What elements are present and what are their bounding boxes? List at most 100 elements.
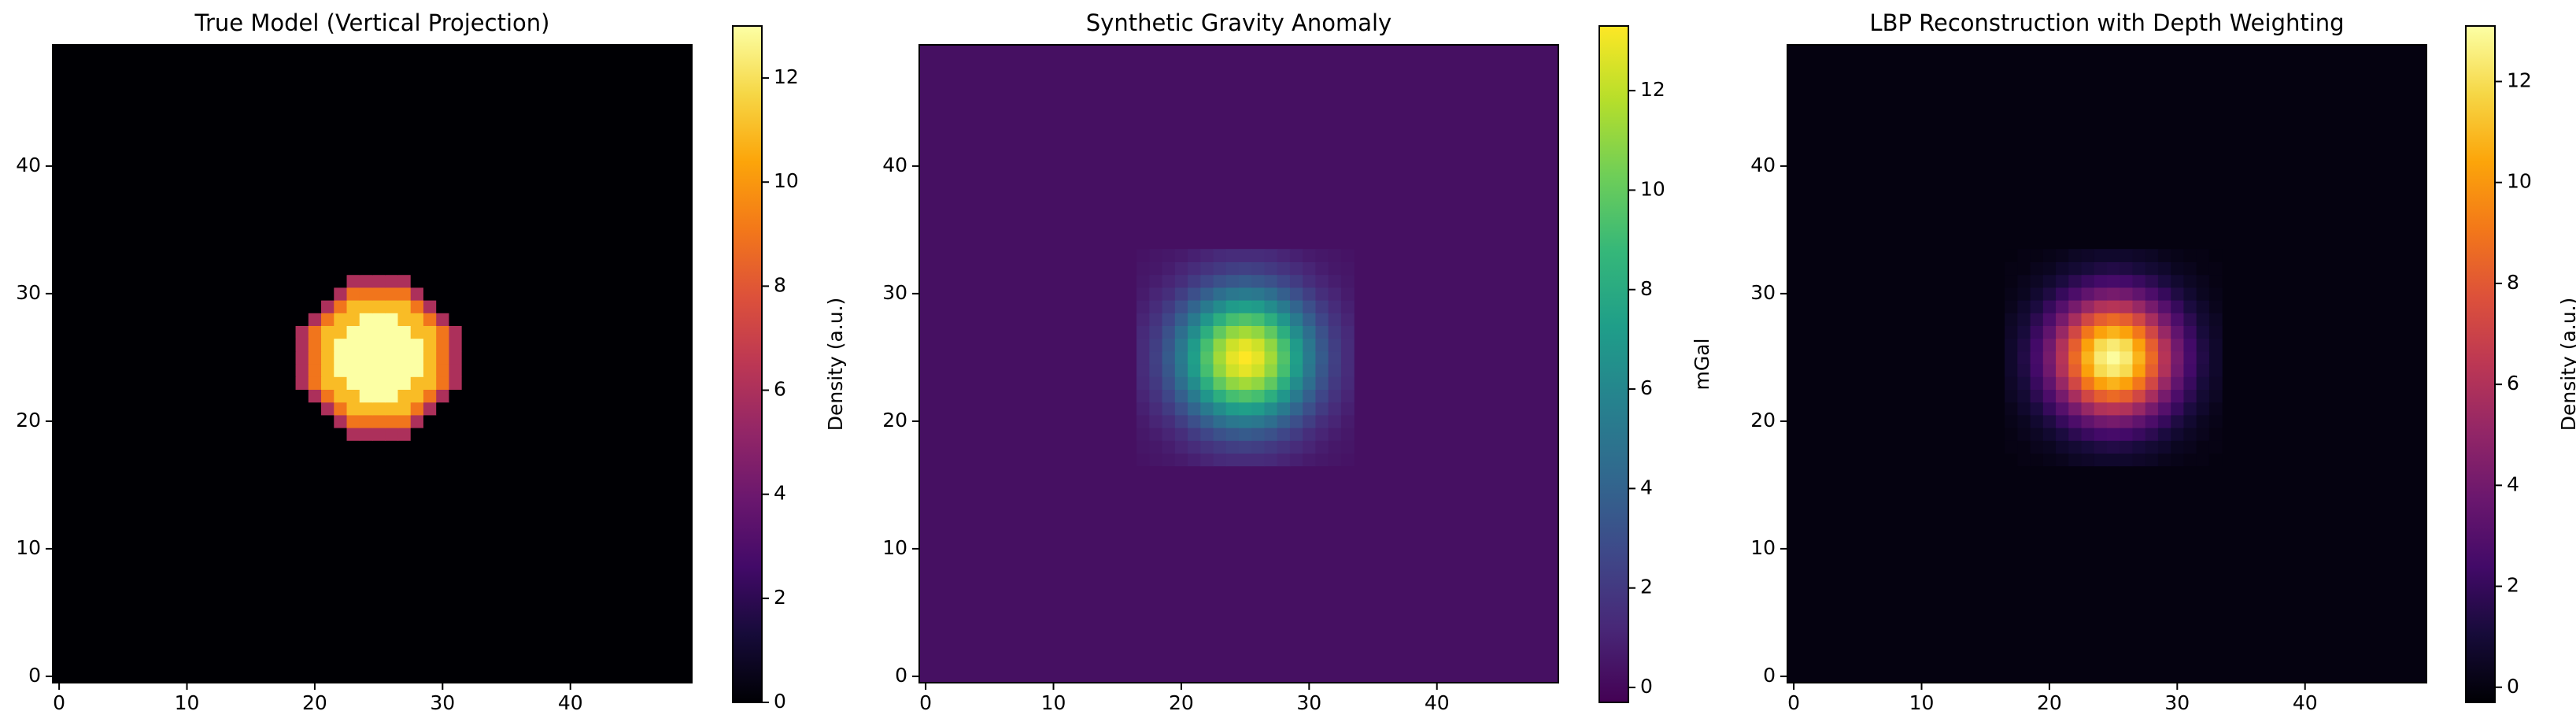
heatmap-cell — [1213, 414, 1227, 428]
heatmap-cell — [2068, 389, 2083, 403]
heatmap-cell — [2068, 453, 2083, 467]
heatmap-cell — [359, 428, 373, 441]
heatmap-cell — [1251, 402, 1266, 416]
heatmap-cell — [423, 350, 437, 365]
heatmap-cell — [283, 453, 297, 467]
colorbar-tick-label: 8 — [2507, 271, 2519, 294]
heatmap-cell — [1328, 364, 1342, 377]
heatmap-cell — [1174, 274, 1188, 288]
heatmap-cell — [2183, 313, 2197, 326]
heatmap-cell — [2017, 300, 2031, 313]
colorbar-tick-label: 8 — [774, 273, 786, 296]
heatmap-cell — [2081, 338, 2095, 352]
heatmap-cell — [1264, 325, 1278, 339]
heatmap-cell — [1264, 313, 1278, 326]
heatmap-cell — [1340, 287, 1355, 301]
heatmap-cell — [1162, 325, 1176, 339]
heatmap-cell — [295, 274, 309, 288]
heatmap-cell — [1251, 325, 1266, 339]
heatmap-cell — [1136, 274, 1150, 288]
heatmap-cell — [334, 389, 348, 403]
heatmap-cell — [1136, 389, 1150, 403]
heatmap-cell — [2081, 261, 2095, 276]
heatmap-cell — [283, 414, 297, 428]
heatmap-cell — [359, 402, 373, 416]
heatmap-cell — [321, 364, 334, 377]
heatmap-cell — [385, 325, 399, 339]
heatmap-cell — [2068, 274, 2083, 288]
heatmap-cell — [1239, 325, 1252, 339]
heatmap-cell — [2171, 313, 2185, 326]
heatmap-cell — [1264, 338, 1278, 352]
heatmap-cell — [397, 376, 412, 390]
heatmap-cell — [359, 261, 373, 276]
heatmap-cell — [2094, 261, 2108, 276]
heatmap-cell — [2183, 440, 2197, 454]
heatmap-cell — [1277, 414, 1291, 428]
heatmap-cell — [1303, 453, 1317, 467]
heatmap-cell — [397, 338, 412, 352]
heatmap-cell — [308, 389, 322, 403]
heatmap-cell — [1239, 350, 1252, 365]
heatmap-cell — [2094, 453, 2108, 467]
heatmap-cell — [474, 249, 488, 262]
heatmap-cell — [1303, 414, 1317, 428]
heatmap-cell — [1340, 313, 1355, 326]
heatmap-cell — [308, 453, 322, 467]
heatmap-cell — [2107, 287, 2120, 301]
heatmap-cell — [2081, 428, 2095, 441]
heatmap-cell — [295, 428, 309, 441]
heatmap-cell — [1213, 350, 1227, 365]
heatmap-cell — [2107, 428, 2120, 441]
heatmap-cell — [2120, 313, 2134, 326]
heatmap-cell — [2056, 338, 2069, 352]
heatmap-cell — [1289, 376, 1303, 390]
heatmap-cell — [1277, 274, 1291, 288]
heatmap-cell — [1239, 274, 1252, 288]
heatmap-cell — [2196, 300, 2210, 313]
heatmap-cell — [1174, 325, 1188, 339]
heatmap-cell — [334, 287, 348, 301]
heatmap-cell — [308, 300, 322, 313]
heatmap-cell — [2068, 402, 2083, 416]
heatmap-cell — [474, 453, 488, 467]
y-tick-label: 20 — [1750, 409, 1776, 432]
heatmap-cell — [2183, 364, 2197, 377]
heatmap-cell — [346, 453, 360, 467]
heatmap-cell — [1315, 261, 1329, 276]
colorbar-tick-label: 0 — [774, 690, 786, 713]
heatmap-cell — [372, 261, 386, 276]
heatmap-cell — [1174, 402, 1188, 416]
heatmap-cell — [436, 287, 450, 301]
heatmap-cell — [372, 287, 386, 301]
heatmap-cell — [270, 428, 283, 441]
heatmap-cell — [334, 300, 348, 313]
heatmap-cell — [334, 350, 348, 365]
heatmap-cell — [2056, 376, 2069, 390]
heatmap-cell — [2056, 313, 2069, 326]
heatmap-cell — [346, 300, 360, 313]
heatmap-cell — [1328, 274, 1342, 288]
heatmap-cell — [1289, 325, 1303, 339]
heatmap-cell — [2208, 364, 2223, 377]
heatmap-cell — [1188, 350, 1201, 365]
heatmap-cell — [1264, 261, 1278, 276]
heatmap-cell — [1188, 338, 1201, 352]
heatmap-cell — [295, 287, 309, 301]
heatmap-cell — [1289, 414, 1303, 428]
heatmap-cell — [2208, 350, 2223, 365]
heatmap-cell — [1213, 338, 1227, 352]
heatmap-cell — [1188, 389, 1201, 403]
heatmap-cell — [1277, 440, 1291, 454]
heatmap-cell — [2132, 402, 2146, 416]
x-tick-label: 40 — [1425, 691, 1450, 714]
heatmap-cell — [2145, 364, 2159, 377]
heatmap-cell — [1149, 249, 1163, 262]
heatmap-cell — [1149, 261, 1163, 276]
heatmap-cell — [2171, 249, 2185, 262]
heatmap-cell — [461, 287, 475, 301]
heatmap-cell — [2017, 261, 2031, 276]
heatmap-cell — [2056, 414, 2069, 428]
heatmap-cell — [1340, 376, 1355, 390]
heatmap-cell — [372, 428, 386, 441]
